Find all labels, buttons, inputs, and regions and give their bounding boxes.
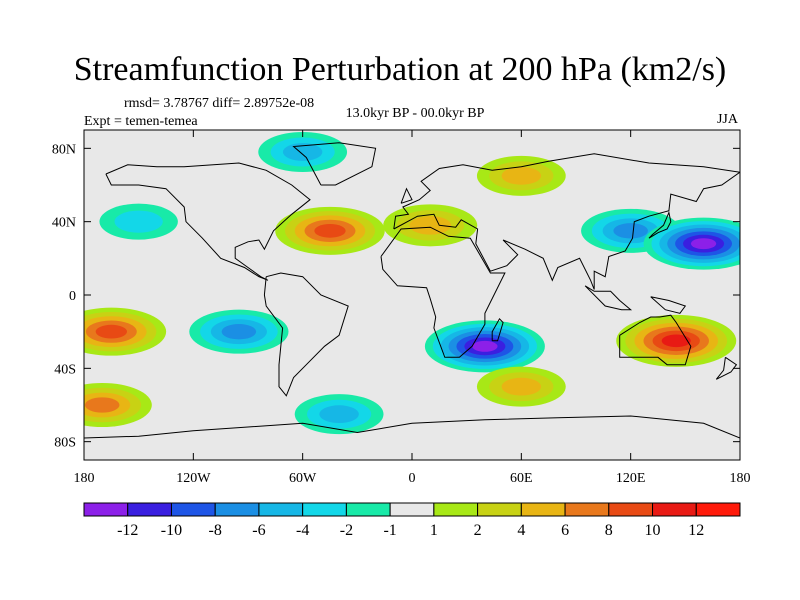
coastline xyxy=(84,415,740,439)
contour-region xyxy=(472,340,498,352)
colorbar-swatch xyxy=(564,502,610,517)
contour-region xyxy=(95,324,127,339)
x-tick-label: 120E xyxy=(616,471,646,486)
stats-line: rmsd= 3.78767 diff= 2.89752e-08 xyxy=(124,96,315,111)
colorbar-swatch xyxy=(83,502,129,517)
colorbar-label: 12 xyxy=(688,522,704,539)
coastline xyxy=(584,285,633,311)
contour-region xyxy=(501,377,542,396)
season-label: JJA xyxy=(716,112,738,127)
x-tick-label: 180 xyxy=(74,471,95,486)
contour-region xyxy=(314,223,346,238)
colorbar-swatch xyxy=(214,502,260,517)
x-tick-label: 0 xyxy=(409,471,416,486)
y-tick-label: 40N xyxy=(52,216,76,231)
colorbar-label: 4 xyxy=(517,522,525,539)
contour-region xyxy=(409,216,452,235)
x-tick-label: 60E xyxy=(510,471,533,486)
contour-region xyxy=(661,334,691,348)
colorbar-label: -4 xyxy=(296,522,309,539)
colorbar-swatch xyxy=(170,502,216,517)
coastlines xyxy=(84,142,740,439)
colorbar-swatch xyxy=(520,502,566,517)
y-axis-ticks: 80N 40N 0 40S 80S xyxy=(52,142,740,451)
coastline xyxy=(648,210,672,239)
chart-title: Streamfunction Perturbation at 200 hPa (… xyxy=(73,51,727,88)
colorbar-swatch xyxy=(608,502,654,517)
colorbar-label: -10 xyxy=(161,522,182,539)
colorbar-label: 8 xyxy=(605,522,613,539)
colorbar-label: -6 xyxy=(252,522,265,539)
coastline xyxy=(650,296,687,314)
contour-fields xyxy=(84,132,740,435)
y-tick-label: 0 xyxy=(69,289,76,304)
coastline xyxy=(393,153,740,290)
colorbar-swatch xyxy=(477,502,522,517)
colorbar-label: -8 xyxy=(209,522,222,539)
colorbar: -12 -10 -8 -6 -4 -2 -1 1 2 4 6 8 10 12 xyxy=(83,502,741,539)
colorbar-label: -2 xyxy=(340,522,353,539)
colorbar-label: 2 xyxy=(474,522,482,539)
x-tick-label: 180 xyxy=(730,471,751,486)
map-background xyxy=(84,130,740,460)
colorbar-swatch xyxy=(433,502,479,517)
y-tick-label: 80S xyxy=(54,436,76,451)
x-tick-label: 120W xyxy=(176,471,211,486)
colorbar-label: -12 xyxy=(117,522,138,539)
coastline xyxy=(400,187,413,204)
contour-region xyxy=(221,324,257,340)
colorbar-swatch xyxy=(695,502,741,517)
coastline xyxy=(619,314,692,366)
contour-region xyxy=(114,210,163,233)
y-tick-label: 40S xyxy=(54,362,76,377)
colorbar-swatch xyxy=(652,502,697,517)
contour-region xyxy=(84,397,120,413)
contour-region xyxy=(501,166,542,185)
contour-region xyxy=(282,143,323,161)
x-axis-ticks: 180 120W 60W 0 60E 120E 180 xyxy=(74,130,751,486)
coastline xyxy=(105,162,311,281)
contour-region xyxy=(319,405,359,424)
colorbar-swatch xyxy=(389,502,435,517)
coastline xyxy=(263,272,349,397)
coastline xyxy=(715,356,738,380)
contour-region xyxy=(690,238,717,250)
colorbar-label: 1 xyxy=(430,522,438,539)
y-tick-label: 80N xyxy=(52,142,76,157)
colorbar-swatch xyxy=(345,502,391,517)
colorbar-label: 10 xyxy=(645,522,661,539)
experiment-label: Expt = temen-temea xyxy=(84,114,198,129)
coastline xyxy=(491,317,504,342)
colorbar-swatch xyxy=(302,502,347,517)
coastline xyxy=(292,142,377,186)
x-tick-label: 60W xyxy=(289,471,317,486)
colorbar-swatch xyxy=(127,502,172,517)
period-label: 13.0kyr BP - 00.0kyr BP xyxy=(345,106,485,121)
contour-region xyxy=(613,223,648,239)
colorbar-swatch xyxy=(258,502,304,517)
colorbar-label: 6 xyxy=(561,522,569,539)
colorbar-label: -1 xyxy=(383,522,396,539)
coastline xyxy=(380,226,506,358)
